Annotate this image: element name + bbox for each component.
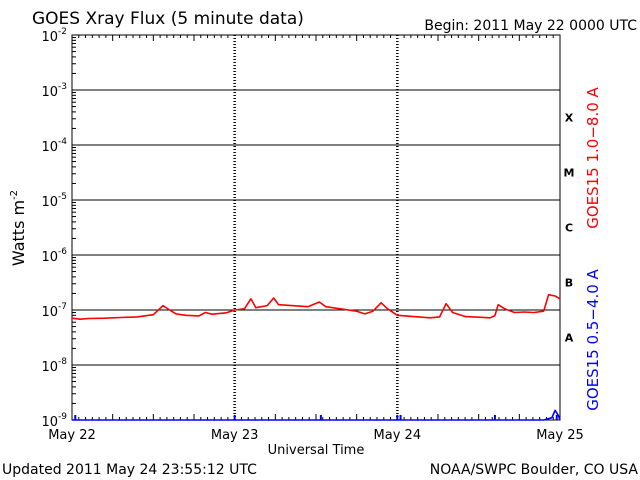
legend-short-channel: GOES15 0.5−4.0 A: [584, 268, 602, 410]
x-tick-label: May 24: [374, 428, 422, 443]
flare-class-label: X: [565, 112, 574, 125]
y-tick-base: 10: [41, 195, 58, 210]
y-tick-exponent: -2: [58, 27, 67, 37]
series-line-short-channel: [72, 409, 561, 421]
x-axis-ticks: May 22 May 23 May 24 May 25: [48, 428, 584, 443]
y-tick-label: 10-3: [41, 82, 67, 100]
y-tick-label: 10-5: [41, 192, 67, 210]
y-tick-base: 10: [41, 415, 58, 430]
grid-layer: [72, 35, 560, 420]
x-tick-label: May 23: [211, 428, 259, 443]
y-tick-base: 10: [41, 140, 58, 155]
y-tick-label: 10-7: [41, 302, 67, 320]
chart-title: GOES Xray Flux (5 minute data): [32, 9, 304, 29]
y-tick-exponent: -7: [58, 302, 67, 312]
y-tick-label: 10-8: [41, 357, 67, 375]
flare-class-label: C: [565, 222, 573, 235]
y-axis-label-text: Watts m: [9, 200, 28, 266]
y-tick-label: 10-6: [41, 247, 67, 265]
series-line-long-channel: [71, 293, 561, 320]
plot-area: [71, 34, 561, 421]
flare-class-label: A: [565, 332, 574, 345]
y-tick-exponent: -4: [58, 137, 67, 147]
updated-timestamp: Updated 2011 May 24 23:55:12 UTC: [2, 462, 257, 478]
y-tick-base: 10: [41, 85, 58, 100]
flare-class-label: B: [565, 277, 573, 290]
y-axis-label: Watts m-2: [9, 190, 28, 266]
legend-long-channel: GOES15 1.0−8.0 A: [584, 86, 602, 228]
x-tick-label: May 22: [48, 428, 96, 443]
x-tick-label: May 25: [536, 428, 584, 443]
y-axis-ticks: 10-210-310-410-510-610-710-810-9: [41, 27, 67, 430]
y-tick-base: 10: [41, 250, 58, 265]
y-tick-exponent: -9: [58, 412, 67, 422]
series-layer: [71, 293, 561, 421]
y-tick-label: 10-4: [41, 137, 67, 155]
y-tick-base: 10: [41, 360, 58, 375]
y-tick-exponent: -6: [58, 247, 67, 257]
credit-label: NOAA/SWPC Boulder, CO USA: [430, 462, 639, 478]
x-axis-label: Universal Time: [268, 443, 365, 458]
y-tick-label: 10-9: [41, 412, 67, 430]
y-axis-label-exponent: -2: [9, 190, 20, 200]
y-tick-base: 10: [41, 305, 58, 320]
y-tick-exponent: -8: [58, 357, 67, 367]
y-tick-exponent: -3: [58, 82, 67, 92]
y-tick-label: 10-2: [41, 27, 67, 45]
flare-class-label: M: [564, 167, 575, 180]
flare-class-labels: X M C B A: [564, 112, 575, 345]
begin-label: Begin: 2011 May 22 0000 UTC: [424, 18, 637, 34]
y-tick-exponent: -5: [58, 192, 67, 202]
y-tick-base: 10: [41, 30, 58, 45]
